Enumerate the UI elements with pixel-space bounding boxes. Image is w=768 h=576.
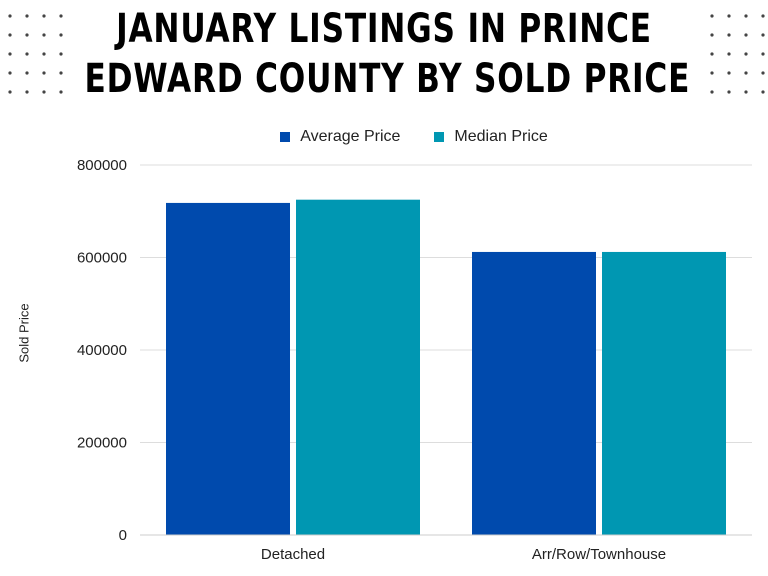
decoration-dot <box>59 52 63 56</box>
decoration-dot <box>8 90 12 94</box>
decoration-dot <box>25 14 29 18</box>
legend: Average Price Median Price <box>0 128 768 146</box>
decoration-dot <box>710 14 714 18</box>
bar-average-1 <box>472 251 596 535</box>
decoration-dot <box>710 90 714 94</box>
decoration-dot <box>761 71 765 75</box>
decoration-dot <box>59 71 63 75</box>
chart-title-line-2: Edward County by Sold Price <box>84 56 691 102</box>
chart-title: January Listings in Prince Edward County… <box>84 4 691 104</box>
decoration-dot <box>42 71 46 75</box>
decoration-dot <box>42 90 46 94</box>
legend-label-median: Median Price <box>454 128 548 145</box>
y-tick-label: 600000 <box>77 250 127 267</box>
decoration-dot <box>710 52 714 56</box>
decoration-dot <box>710 33 714 37</box>
y-tick-label: 400000 <box>77 342 127 359</box>
decoration-dot <box>8 71 12 75</box>
decoration-dot <box>59 33 63 37</box>
decoration-dot <box>744 14 748 18</box>
decoration-dot <box>25 71 29 75</box>
decoration-dot <box>59 14 63 18</box>
decoration-dot <box>744 90 748 94</box>
decoration-dot <box>42 14 46 18</box>
decoration-dot <box>59 90 63 94</box>
bar-median-0 <box>296 199 420 535</box>
x-tick-label: Detached <box>261 546 325 563</box>
decoration-dot <box>42 52 46 56</box>
decoration-dot <box>42 33 46 37</box>
decoration-dot <box>8 33 12 37</box>
y-tick-label: 200000 <box>77 435 127 452</box>
decoration-dot <box>727 52 731 56</box>
decoration-dot <box>761 90 765 94</box>
legend-swatch-median <box>434 132 445 142</box>
decoration-dot <box>744 33 748 37</box>
decoration-dot <box>727 14 731 18</box>
decoration-dot <box>25 33 29 37</box>
decoration-dot <box>761 33 765 37</box>
decoration-dot <box>8 52 12 56</box>
decoration-dot <box>744 71 748 75</box>
decoration-dot <box>710 71 714 75</box>
x-tick-label: Arr/Row/Townhouse <box>532 546 666 563</box>
y-tick-label: 0 <box>119 527 127 544</box>
legend-item-average: Average Price <box>280 128 400 146</box>
dots-decoration-left <box>8 14 63 94</box>
decoration-dot <box>727 90 731 94</box>
legend-label-average: Average Price <box>300 128 401 145</box>
chart-title-line-1: January Listings in Prince <box>116 6 652 52</box>
decoration-dot <box>727 33 731 37</box>
legend-swatch-average <box>280 132 291 142</box>
decoration-dot <box>761 52 765 56</box>
decoration-dot <box>727 71 731 75</box>
decoration-dot <box>25 52 29 56</box>
legend-item-median: Median Price <box>434 128 548 146</box>
decoration-dot <box>761 14 765 18</box>
decoration-dot <box>8 14 12 18</box>
dots-decoration-right <box>710 14 765 94</box>
decoration-dot <box>744 52 748 56</box>
bar-median-1 <box>602 251 726 535</box>
bar-average-0 <box>166 202 290 536</box>
y-tick-label: 800000 <box>77 157 127 174</box>
decoration-dot <box>25 90 29 94</box>
